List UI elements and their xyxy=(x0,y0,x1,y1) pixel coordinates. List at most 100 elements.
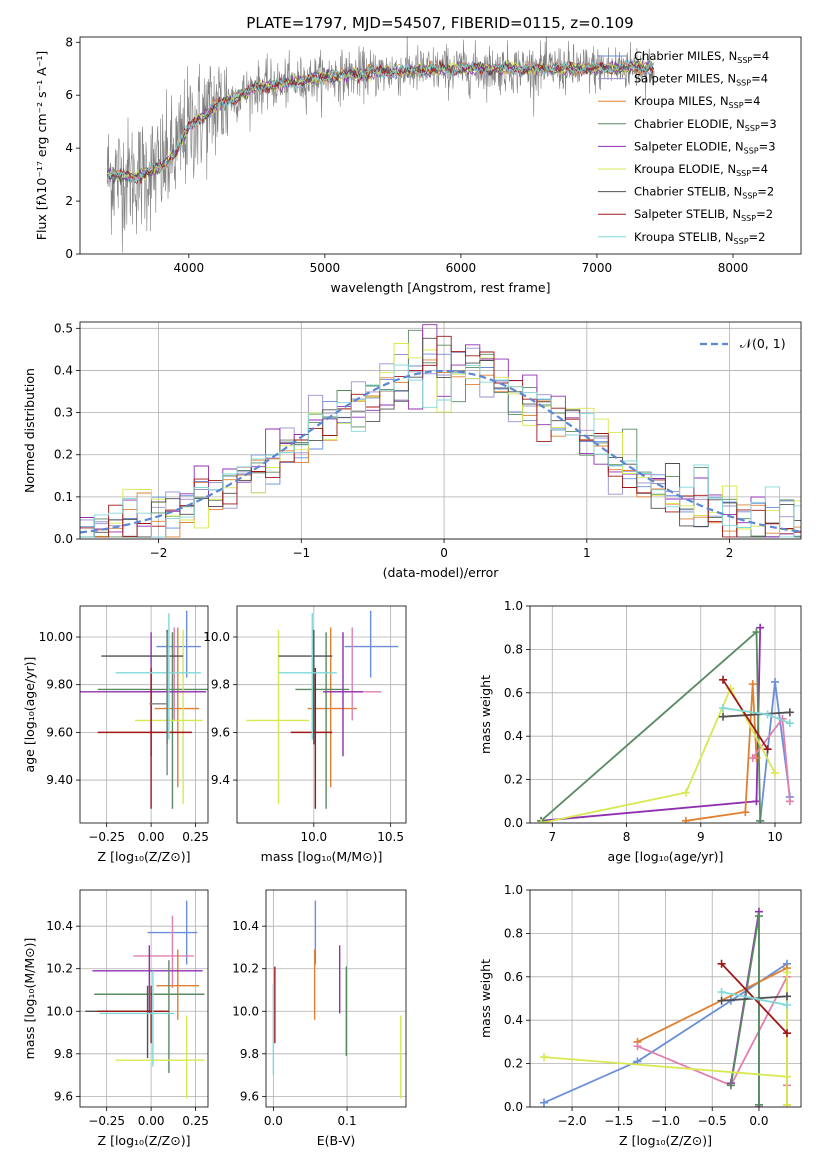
weight-marker-kroupa_elodie xyxy=(540,1053,549,1062)
y-tick-label: 1.0 xyxy=(504,599,523,613)
x-tick-label: −1 xyxy=(292,546,310,560)
legend-label-main: Salpeter MILES, N xyxy=(634,72,736,86)
weight-marker-chabrier_miles xyxy=(771,677,780,686)
x-tick-label: 7 xyxy=(548,830,556,844)
plot-area xyxy=(272,900,402,1099)
weight-marker-kroupa_miles xyxy=(741,808,750,817)
legend-label-sub: SSP xyxy=(729,101,744,110)
hist-chabrier_stelib xyxy=(80,337,801,538)
y-tick-label: 10.4 xyxy=(232,919,259,933)
x-tick-label: 6000 xyxy=(446,261,477,275)
x-tick-label: −1.0 xyxy=(651,1114,680,1128)
y-tick-label: 10.0 xyxy=(203,630,230,644)
legend-label-main: Kroupa MILES, N xyxy=(634,94,729,108)
weight-marker-chabrier_elodie xyxy=(754,1100,763,1107)
axes-frame xyxy=(265,889,407,1108)
axes-frame xyxy=(79,321,802,540)
y-axis-label: Normed distribution xyxy=(22,368,37,493)
spectrum-model-kroupa_stelib xyxy=(106,59,654,184)
x-tick-label: 1 xyxy=(583,546,591,560)
y-tick-label: 2 xyxy=(65,194,73,208)
weight-marker-kroupa_miles xyxy=(748,680,757,689)
weight-marker-chabrier_elodie xyxy=(754,912,763,921)
weight-marker-salpeter_stelib xyxy=(719,675,728,684)
weight-marker-chabrier_elodie xyxy=(726,1081,735,1090)
x-axis-label: Z [log₁₀(Z/Z⊙)] xyxy=(619,1133,712,1148)
legend-label-main: Chabrier MILES, N xyxy=(634,49,737,63)
y-tick-label: 0.5 xyxy=(54,321,73,335)
x-tick-label: 0.25 xyxy=(182,830,209,844)
y-tick-label: 0.0 xyxy=(504,1100,523,1114)
panel-residuals: −2 −1 0 1 2 0.0 0.1 0.2 0.3 0.4 0.5 (data-model)/er… xyxy=(22,321,802,580)
legend-label-suffix: =2 xyxy=(756,207,773,221)
weight-marker-chabrier_miles xyxy=(540,1098,549,1107)
x-tick-label: 10.5 xyxy=(377,830,404,844)
x-axis-label: Z [log₁₀(Z/Z⊙)] xyxy=(98,849,191,864)
y-tick-label: 0.2 xyxy=(54,448,73,462)
y-tick-label: 4 xyxy=(65,141,73,155)
x-axis-label: E(B-V) xyxy=(317,1133,356,1148)
hist-kroupa_miles xyxy=(80,359,801,538)
y-axis-label: mass weight xyxy=(478,959,493,1038)
weight-marker-chabrier_elodie xyxy=(752,628,761,637)
y-tick-label: 0.2 xyxy=(504,1057,523,1071)
weight-marker-kroupa_elodie xyxy=(782,1072,791,1081)
legend-label-kroupa_stelib: Kroupa STELIB, NSSP=2 xyxy=(634,230,765,246)
weight-marker-kroupa_elodie xyxy=(782,968,791,977)
x-tick-label: 0 xyxy=(440,546,448,560)
y-tick-label: 8 xyxy=(65,35,73,49)
legend-label-main: Chabrier ELODIE, N xyxy=(634,117,745,131)
y-tick-label: 9.60 xyxy=(46,725,73,739)
y-tick-label: 9.6 xyxy=(240,1089,259,1103)
hist-kroupa_stelib xyxy=(80,364,801,538)
y-tick-label: 9.6 xyxy=(54,1089,73,1103)
y-tick-label: 0.8 xyxy=(504,926,523,940)
weight-line-kroupa_miles xyxy=(685,684,758,822)
hist-kroupa_elodie xyxy=(80,343,801,538)
weight-marker-salpeter_stelib xyxy=(782,1029,791,1038)
panel-mass_vs_ebv: 0.0 0.1 9.6 9.8 10.0 10.2 10.4 E(B-V) xyxy=(232,889,407,1148)
y-tick-label: 9.8 xyxy=(211,678,230,692)
y-tick-label: 6 xyxy=(65,88,73,102)
weight-line-chabrier_stelib xyxy=(722,711,790,718)
legend-label-sub: SSP xyxy=(734,237,749,246)
weight-line-kroupa_elodie xyxy=(543,972,788,1105)
y-tick-label: 0.8 xyxy=(504,642,523,656)
y-tick-label: 10.0 xyxy=(232,1004,259,1018)
x-axis-label: age [log₁₀(age/yr)] xyxy=(608,849,724,864)
weight-marker-kroupa_stelib xyxy=(717,987,726,996)
legend-label-suffix: =4 xyxy=(751,162,768,176)
y-tick-label: 1.0 xyxy=(504,883,523,897)
y-tick-label: 0 xyxy=(65,247,73,261)
y-tick-label: 0.2 xyxy=(504,773,523,787)
x-tick-label: 5000 xyxy=(310,261,341,275)
weight-marker-salpeter_stelib xyxy=(763,745,772,754)
legend-label-main: Salpeter STELIB, N xyxy=(634,207,741,221)
x-axis-label: Z [log₁₀(Z/Z⊙)] xyxy=(98,1133,191,1148)
weight-marker-chabrier_stelib xyxy=(785,708,794,717)
legend-label-suffix: =4 xyxy=(752,49,769,63)
weight-marker-kroupa_stelib xyxy=(719,703,728,712)
legend-label-chabrier_elodie: Chabrier ELODIE, NSSP=3 xyxy=(634,117,777,133)
x-axis-label: mass [log₁₀(M/M⊙)] xyxy=(261,849,383,864)
y-tick-label: 9.40 xyxy=(46,773,73,787)
legend-label-chabrier_miles: Chabrier MILES, NSSP=4 xyxy=(634,49,769,65)
weight-line-kroupa_elodie xyxy=(540,686,776,823)
legend-label-suffix: =2 xyxy=(749,230,766,244)
plot-area xyxy=(540,907,791,1107)
weight-marker-chabrier_stelib xyxy=(782,992,791,1001)
plot-area xyxy=(80,610,208,809)
y-tick-label: 0.4 xyxy=(504,729,523,743)
x-axis-label: (data-model)/error xyxy=(383,565,500,580)
weight-marker-kroupa_elodie xyxy=(537,819,546,823)
y-tick-label: 0.3 xyxy=(54,406,73,420)
x-tick-label: 0.1 xyxy=(338,1114,357,1128)
plot-area xyxy=(537,623,794,823)
weight-marker-chabrier_stelib xyxy=(719,712,728,721)
weight-marker-kroupa_elodie xyxy=(782,1100,791,1107)
x-tick-label: 8 xyxy=(623,830,631,844)
x-tick-label: 0.0 xyxy=(749,1114,768,1128)
legend-label-suffix: =4 xyxy=(751,72,768,86)
y-axis-label: mass [log₁₀(M/M⊙)] xyxy=(22,938,37,1060)
